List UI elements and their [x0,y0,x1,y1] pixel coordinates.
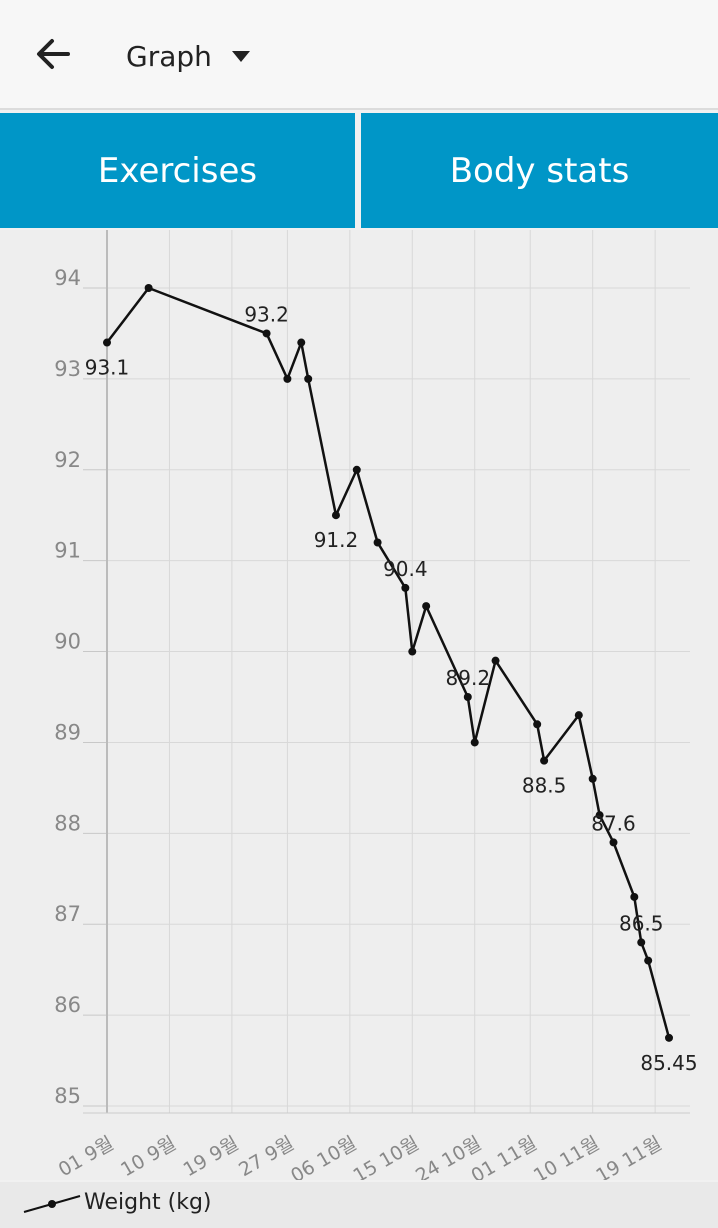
data-point [422,602,431,611]
arrow-left-icon [37,39,70,69]
chart-legend: Weight (kg) [0,1182,718,1228]
data-point [283,374,292,383]
y-tick-label: 89 [54,720,81,744]
caret-down-icon [231,50,250,62]
data-point [588,774,597,783]
series-line [106,286,671,1039]
legend-label: Weight (kg) [84,1190,212,1215]
data-point [304,374,313,383]
data-point [262,329,271,338]
data-point [630,892,639,901]
data-point [637,938,646,947]
y-tick-label: 88 [54,811,81,835]
y-tick-label: 87 [54,902,81,926]
data-label: 86.5 [619,911,664,935]
y-tick-label: 94 [54,266,81,290]
data-label: 91.2 [314,528,359,552]
data-point [352,465,361,474]
y-tick-label: 90 [54,630,81,654]
x-tick-label: 15 10월 [350,1132,423,1180]
data-point [401,583,410,592]
data-label: 93.1 [85,356,130,380]
y-tick-label: 92 [54,448,81,472]
data-point [595,811,604,820]
data-point [463,693,472,701]
data-label: 87.6 [591,811,636,835]
x-tick-label: 19 9월 [180,1132,243,1180]
x-tick-label: 27 9월 [235,1132,298,1180]
y-tick-label: 85 [54,1084,81,1108]
back-button[interactable] [30,33,78,75]
x-tick-label: 19 11월 [592,1132,665,1180]
y-tick-label: 86 [54,993,81,1017]
data-point [574,711,583,720]
x-tick-label: 06 10월 [287,1132,360,1180]
data-point [331,511,340,520]
page-title: Graph [126,39,212,73]
data-point [665,1033,673,1042]
data-label: 93.2 [244,302,289,326]
tab-exercises-label: Exercises [97,150,258,191]
tab-body-stats[interactable]: Body stats [361,113,718,228]
x-tick-label: 10 11월 [530,1132,603,1180]
weight-chart: 85 86 87 88 89 90 91 92 93 94 01 9월 10 9월 19 9월 27 9월… [0,230,718,1187]
data-point [470,738,479,747]
data-point [373,538,382,547]
x-tick-label: 01 11월 [467,1132,540,1180]
legend-line-icon [23,1195,81,1213]
y-tick-label: 91 [54,539,81,563]
data-point [297,338,306,347]
app-bar: Graph [0,0,718,110]
x-tick-label: 10 9월 [117,1132,180,1180]
data-point [408,647,417,656]
data-label: 88.5 [522,774,567,798]
y-tick-label: 93 [54,357,81,381]
data-label: 85.45 [640,1051,697,1075]
data-point [103,338,111,347]
x-tick-label: 01 9월 [55,1132,118,1180]
data-label: 90.4 [383,557,428,581]
data-label: 89.2 [446,666,491,690]
data-point [491,656,500,665]
data-point [540,756,549,765]
graph-dropdown[interactable]: Graph [126,36,250,76]
tab-exercises[interactable]: Exercises [0,113,355,228]
data-point [144,284,153,292]
data-point [644,956,653,965]
data-point [533,720,542,729]
data-point [609,838,618,847]
tab-body-stats-label: Body stats [449,150,630,191]
